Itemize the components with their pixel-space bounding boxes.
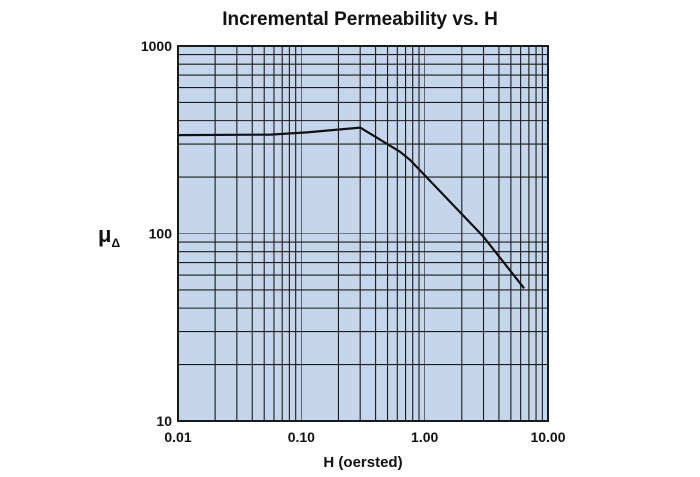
y-axis-label-sub: Δ — [111, 236, 120, 250]
y-tick-label: 100 — [149, 226, 173, 242]
grid — [177, 45, 549, 422]
x-axis-label: H (oersted) — [323, 454, 402, 471]
x-tick-label: 1.00 — [411, 429, 438, 445]
y-axis: 10 100 1000 — [141, 38, 172, 429]
y-axis-label: μΔ — [98, 222, 120, 250]
x-axis: 0.01 0.10 1.00 10.00 — [164, 429, 565, 445]
series-line — [177, 126, 525, 289]
chart-title: Incremental Permeability vs. H — [222, 9, 498, 30]
y-tick-label: 10 — [156, 413, 172, 429]
x-tick-label: 0.01 — [164, 429, 191, 445]
y-axis-label-main: μ — [98, 222, 111, 247]
x-tick-label: 0.10 — [288, 429, 315, 445]
x-tick-label: 10.00 — [530, 429, 565, 445]
plot-border — [177, 45, 549, 422]
y-tick-label: 1000 — [141, 38, 172, 54]
